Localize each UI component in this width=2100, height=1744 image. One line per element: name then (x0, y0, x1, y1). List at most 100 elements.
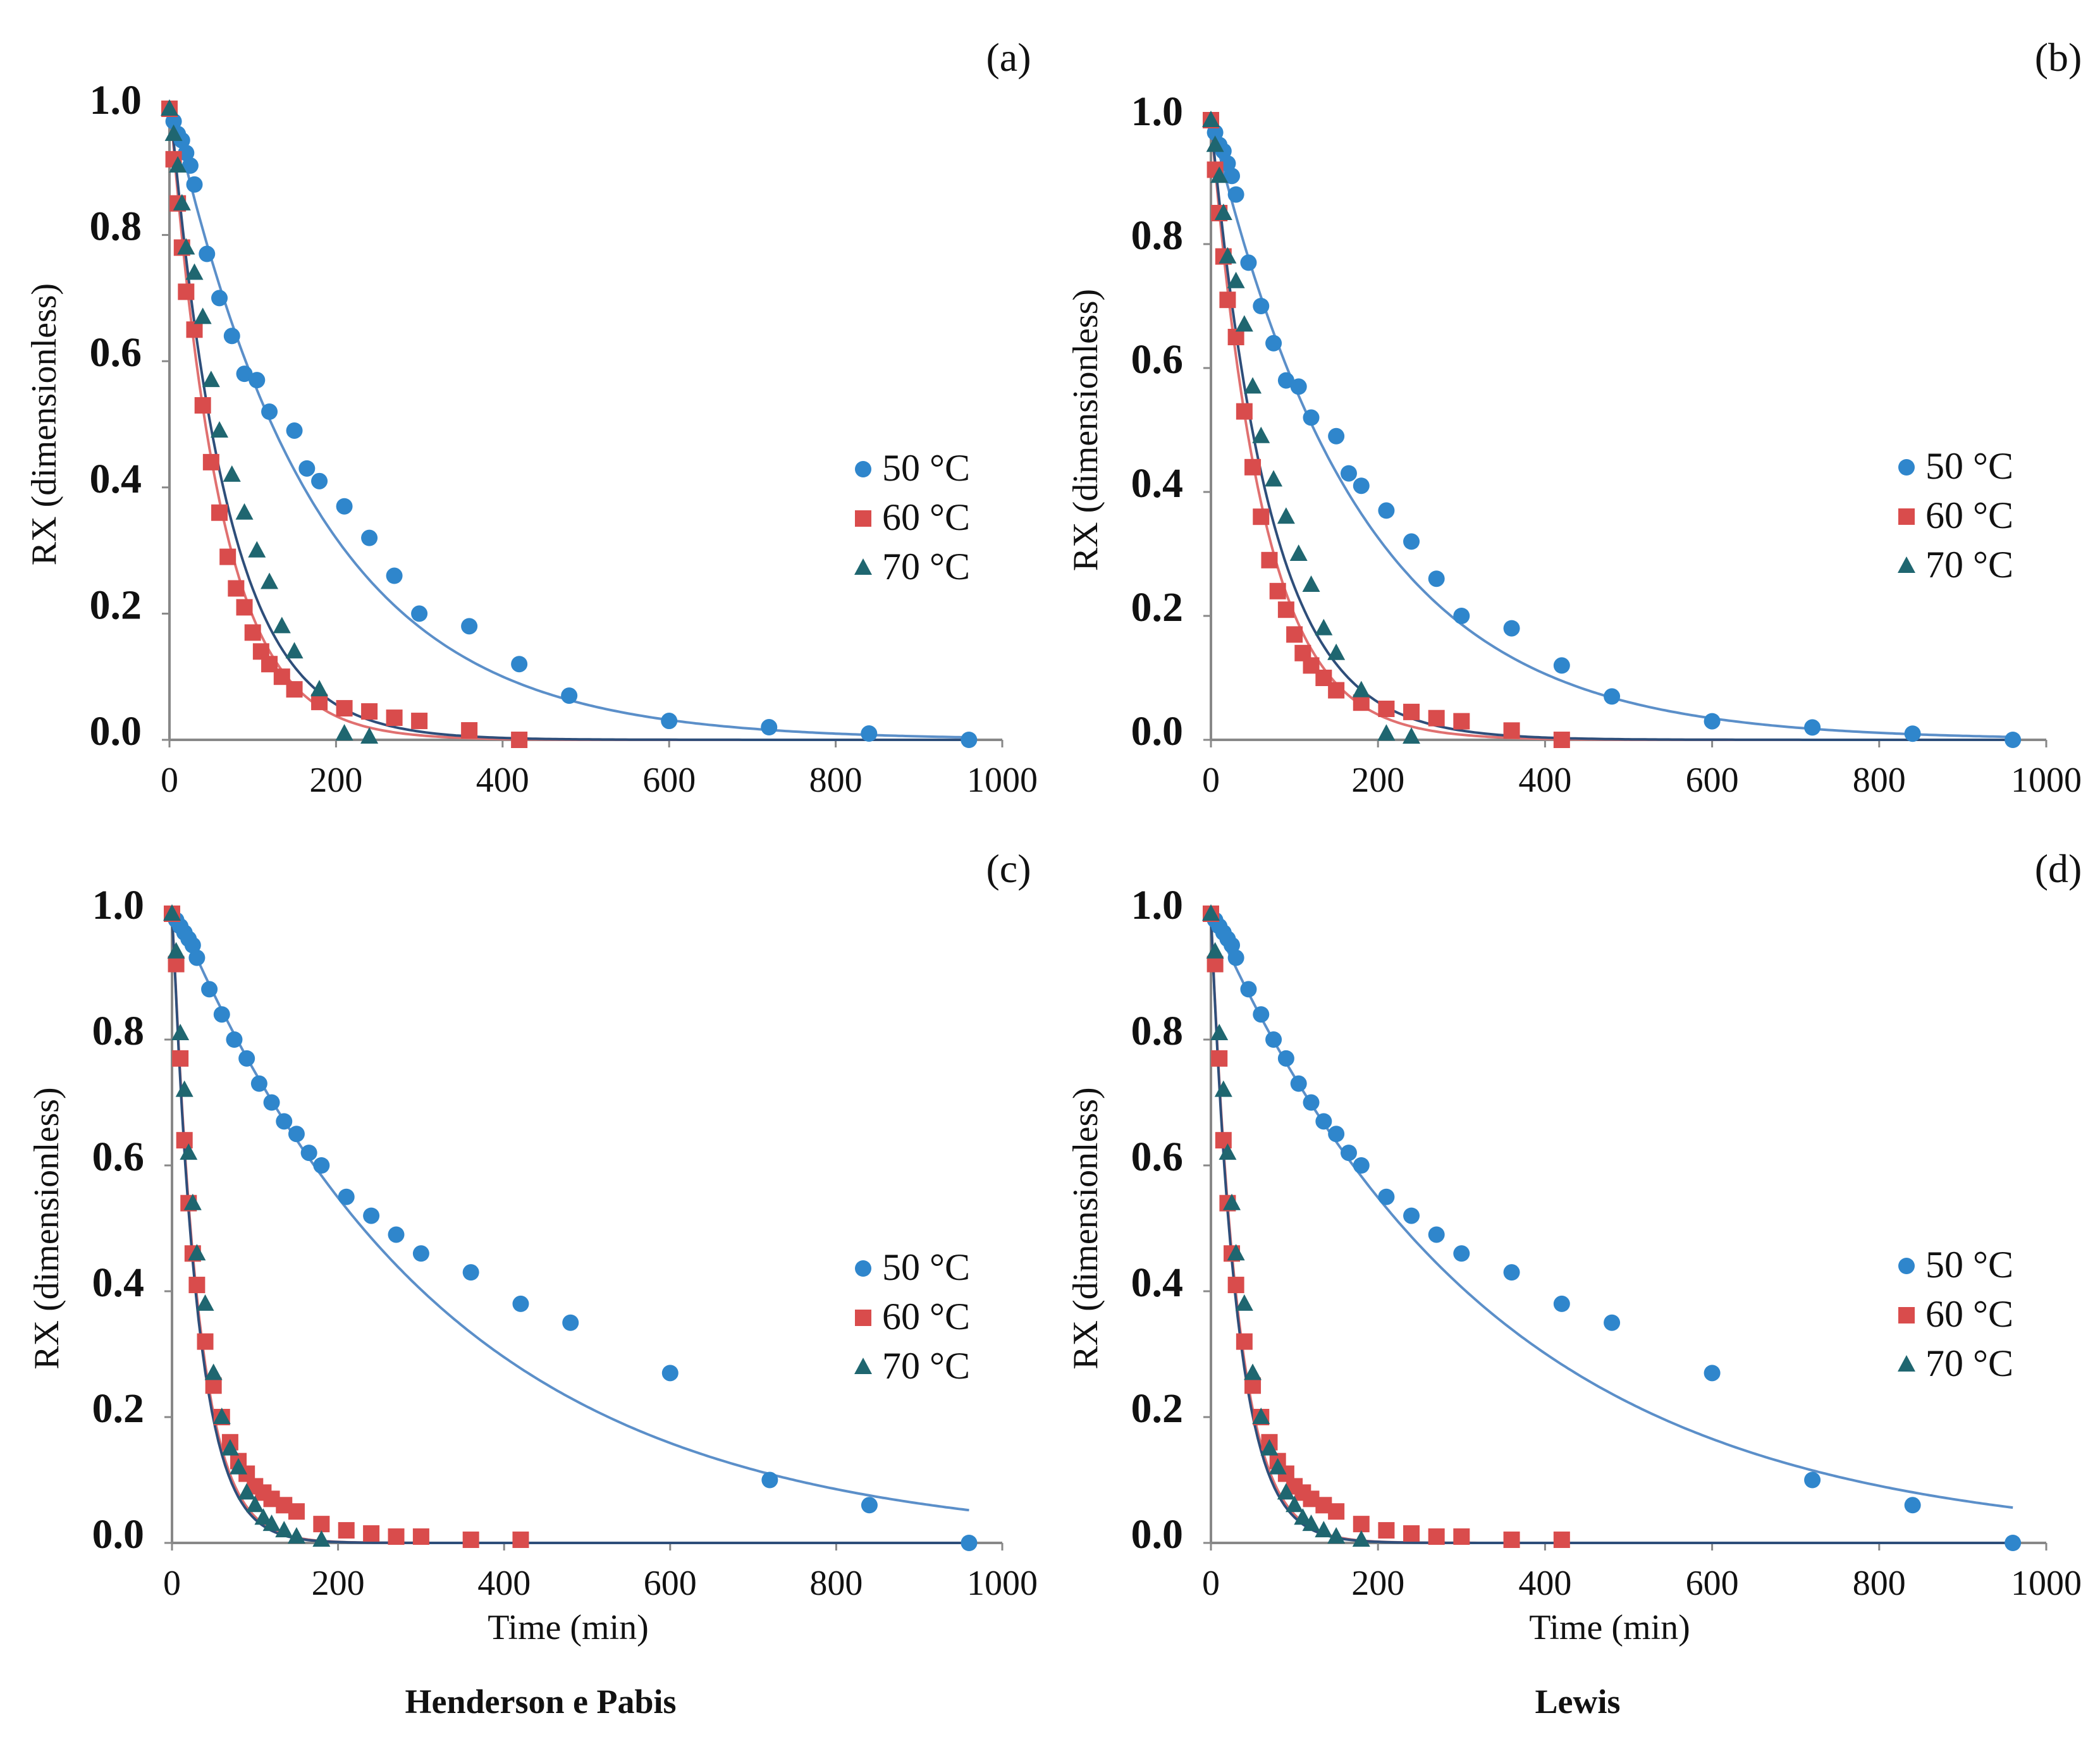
data-point-square (1503, 722, 1520, 739)
data-point-square (202, 453, 219, 470)
fit-curve-square (1210, 913, 2013, 1544)
data-point-triangle (261, 572, 279, 589)
data-point-circle (286, 422, 303, 439)
data-point-triangle (1302, 1514, 1320, 1532)
data-point-triangle (1252, 426, 1270, 443)
data-point-circle (1253, 298, 1270, 314)
legend-label: 70 °C (1925, 1342, 2013, 1384)
data-point-square (1403, 703, 1420, 720)
data-point-square (172, 1050, 189, 1067)
data-point-triangle (1214, 1080, 1232, 1097)
data-point-triangle (1327, 1527, 1346, 1544)
data-point-triangle (1244, 1363, 1262, 1380)
data-point-square (288, 1503, 305, 1520)
data-point-square (244, 624, 261, 641)
data-point-circle (300, 1145, 317, 1162)
data-point-square (1277, 601, 1294, 618)
y-tick-label: 0.6 (90, 329, 142, 376)
fit-curve-circle (172, 912, 969, 1512)
data-point-triangle (248, 541, 266, 558)
data-point-circle (223, 328, 240, 345)
data-point-circle (1503, 1264, 1520, 1281)
data-point-square (1428, 1528, 1445, 1545)
data-point-square (186, 321, 203, 338)
data-point-triangle (164, 124, 183, 141)
data-point-circle (1553, 1295, 1570, 1312)
legend-label: 50 °C (882, 1246, 970, 1288)
data-point-square (1244, 458, 1262, 476)
data-point-triangle (1202, 111, 1220, 127)
chart-panel-c: 0.0 0.2 0.4 0.6 0.8 1.0 0 200 400 600 800 1000 RX (d… (27, 846, 1038, 1647)
data-point-triangle (185, 263, 204, 280)
y-tick-label: 1.0 (1131, 89, 1184, 135)
data-point-circle (184, 936, 201, 954)
data-point-square (386, 709, 403, 727)
x-tick-label: 0 (163, 1564, 181, 1603)
data-point-square (1219, 292, 1236, 309)
data-point-triangle (1315, 1521, 1333, 1538)
x-tick-label: 800 (809, 761, 863, 800)
data-point-circle (261, 403, 278, 421)
data-point-triangle (169, 156, 187, 173)
panel-label: (a) (986, 35, 1031, 80)
data-point-triangle (1327, 643, 1346, 660)
fit-curve-square (171, 913, 969, 1544)
data-point-triangle (1289, 544, 1308, 561)
y-tick-label: 0.6 (1131, 1134, 1184, 1180)
data-point-circle (761, 1471, 778, 1489)
y-tick-label: 0.0 (92, 1511, 145, 1557)
data-point-circle (1290, 378, 1307, 395)
data-point-circle (1240, 981, 1257, 998)
data-point-square (1261, 551, 1278, 568)
data-point-triangle (1202, 904, 1220, 921)
y-tick-label: 0.2 (1131, 1385, 1184, 1432)
data-point-square (286, 681, 303, 698)
data-point-circle (236, 365, 253, 383)
data-point-square (1236, 1333, 1253, 1350)
data-point-circle (1403, 1207, 1420, 1224)
y-tick-label: 0.0 (90, 708, 142, 754)
data-point-circle (1224, 168, 1241, 185)
data-point-circle (1604, 1314, 1621, 1331)
data-point-triangle (312, 1530, 331, 1547)
data-point-square (1207, 955, 1224, 973)
data-point-square (194, 397, 211, 414)
data-point-triangle (287, 1527, 305, 1544)
y-tick-label: 0.4 (1131, 460, 1184, 507)
data-point-triangle (1252, 1408, 1270, 1424)
data-point-circle (181, 157, 199, 174)
data-point-circle (1428, 1226, 1445, 1243)
data-point-circle (461, 618, 478, 635)
data-point-triangle (254, 1508, 273, 1525)
data-point-square (1553, 1532, 1570, 1549)
legend-marker-square (1898, 508, 1915, 525)
data-point-triangle (211, 421, 229, 438)
data-point-circle (1904, 1497, 1921, 1514)
y-tick-label: 0.4 (92, 1260, 145, 1306)
data-point-square (511, 732, 528, 748)
data-point-circle (661, 1365, 679, 1382)
data-point-circle (412, 1245, 429, 1262)
x-tick-label: 200 (1351, 761, 1404, 800)
data-point-square (197, 1333, 214, 1350)
legend-label: 60 °C (882, 1296, 970, 1337)
data-point-triangle (1403, 727, 1421, 744)
data-point-square (311, 694, 328, 711)
data-point-circle (411, 605, 428, 622)
data-point-triangle (1227, 1244, 1245, 1261)
data-point-square (1428, 709, 1445, 727)
data-point-circle (1207, 124, 1224, 141)
data-point-square (1253, 508, 1270, 525)
legend-marker-square (1898, 1307, 1915, 1323)
x-tick-label: 400 (477, 1564, 531, 1603)
data-point-triangle (310, 680, 329, 697)
fit-curve-triangle (171, 913, 969, 1544)
data-point-triangle (167, 942, 185, 959)
data-point-circle (1224, 936, 1241, 954)
data-point-circle (1428, 570, 1445, 587)
y-tick-label: 0.8 (1131, 1008, 1184, 1054)
x-tick-label: 1000 (967, 1564, 1038, 1603)
legend-label: 70 °C (882, 546, 970, 587)
